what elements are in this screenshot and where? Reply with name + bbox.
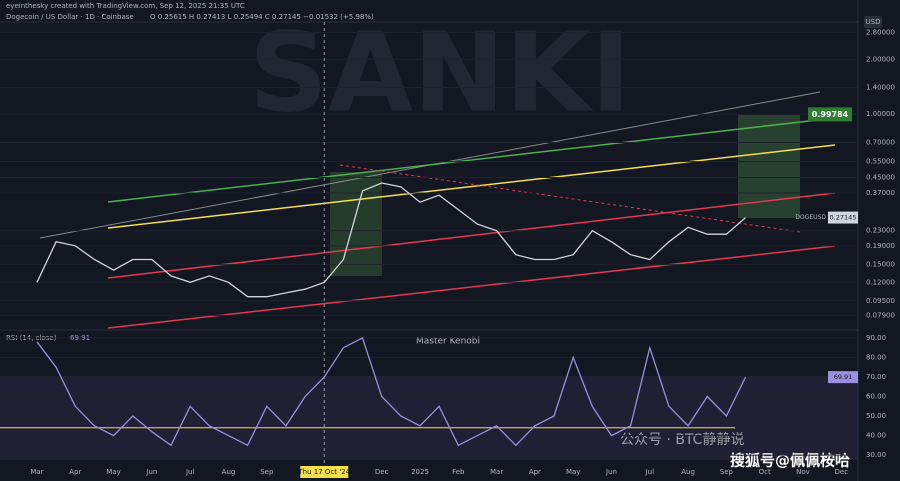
y-tick-label: 70.00	[866, 373, 886, 381]
y-tick-label: 0.70000	[866, 138, 895, 146]
x-tick-label: Dec	[835, 468, 849, 476]
x-tick-label: May	[566, 468, 580, 476]
currency-box	[864, 16, 882, 28]
trend-line	[107, 117, 836, 203]
x-tick-label: Sep	[720, 468, 734, 476]
y-tick-label: 1.00000	[866, 110, 895, 118]
currency: USD	[866, 18, 881, 26]
x-tick-label: Thu 17 Oct '24	[297, 468, 350, 476]
y-tick-label: 40.00	[866, 432, 886, 440]
target-label-box	[808, 107, 852, 122]
x-tick-label: Jun	[145, 468, 157, 476]
watermark: SANKI	[249, 8, 632, 136]
series-line	[36, 182, 746, 298]
watermark: 公众号 · BTC静静说	[620, 432, 744, 448]
x-tick-label: Dec	[375, 468, 389, 476]
last-value-label: 0.27145	[830, 214, 857, 222]
symbol: Dogecoin / US Dollar · 1D · Coinbase	[6, 13, 134, 21]
rsi-value: 69.91	[70, 334, 90, 342]
y-tick-label: 0.45000	[866, 173, 895, 181]
y-tick-label: 90.00	[866, 334, 886, 342]
y-tick-label: 60.00	[866, 393, 886, 401]
series-line	[36, 336, 747, 447]
cursor-label-box	[300, 466, 349, 478]
x-tick-label: Aug	[681, 468, 695, 476]
y-tick-label: 0.37000	[866, 189, 895, 197]
indicator-title: Master Kenobi	[416, 337, 480, 347]
y-tick-label: 0.09500	[866, 297, 895, 305]
y-tick-label: 50.00	[866, 412, 886, 420]
y-tick-label: 30.00	[866, 451, 886, 459]
x-tick-label: Jul	[645, 468, 655, 476]
y-tick-label: 0.19000	[866, 242, 895, 250]
x-tick-label: Mar	[490, 468, 503, 476]
x-tick-label: May	[106, 468, 120, 476]
highlight-box	[330, 172, 382, 276]
y-tick-label: 2.00000	[866, 55, 895, 63]
series-name: DOGEUSD	[795, 214, 826, 221]
x-tick-label: Jun	[605, 468, 617, 476]
watermark: 搜狐号@佩佩桉哈	[730, 452, 850, 470]
trend-line	[107, 144, 836, 229]
y-tick-label: 0.15000	[866, 261, 895, 269]
y-tick-label: 1.40000	[866, 84, 895, 92]
last-value-box	[828, 371, 858, 384]
y-tick-label: 80.00	[866, 353, 886, 361]
target-label: 0.99784	[812, 110, 849, 119]
x-tick-label: Nov	[796, 468, 810, 476]
x-tick-label: Sep	[260, 468, 274, 476]
x-tick-label: Apr	[529, 468, 541, 476]
x-tick-label: Jul	[185, 468, 195, 476]
x-tick-label: Oct	[759, 468, 771, 476]
x-tick-label: Apr	[69, 468, 81, 476]
credit: eyeinthesky created with TradingView.com…	[6, 2, 245, 10]
x-tick-label: Feb	[452, 468, 465, 476]
x-tick-label: Mar	[30, 468, 43, 476]
x-tick-label: Aug	[222, 468, 236, 476]
rsi-band	[0, 376, 858, 460]
last-value-box	[828, 211, 858, 224]
trend-line	[107, 192, 836, 279]
x-tick-label: 2025	[411, 468, 429, 476]
last-value-label: 69.91	[834, 373, 853, 381]
y-tick-label: 0.07900	[866, 311, 895, 319]
y-tick-label: 0.12000	[866, 278, 895, 286]
y-tick-label: 0.23000	[866, 227, 895, 235]
y-tick-label: 0.55000	[866, 158, 895, 166]
y-tick-label: 2.80000	[866, 29, 895, 37]
ohlc: O 0.25615 H 0.27413 L 0.25494 C 0.27145 …	[150, 13, 374, 21]
trend-line	[107, 245, 836, 329]
